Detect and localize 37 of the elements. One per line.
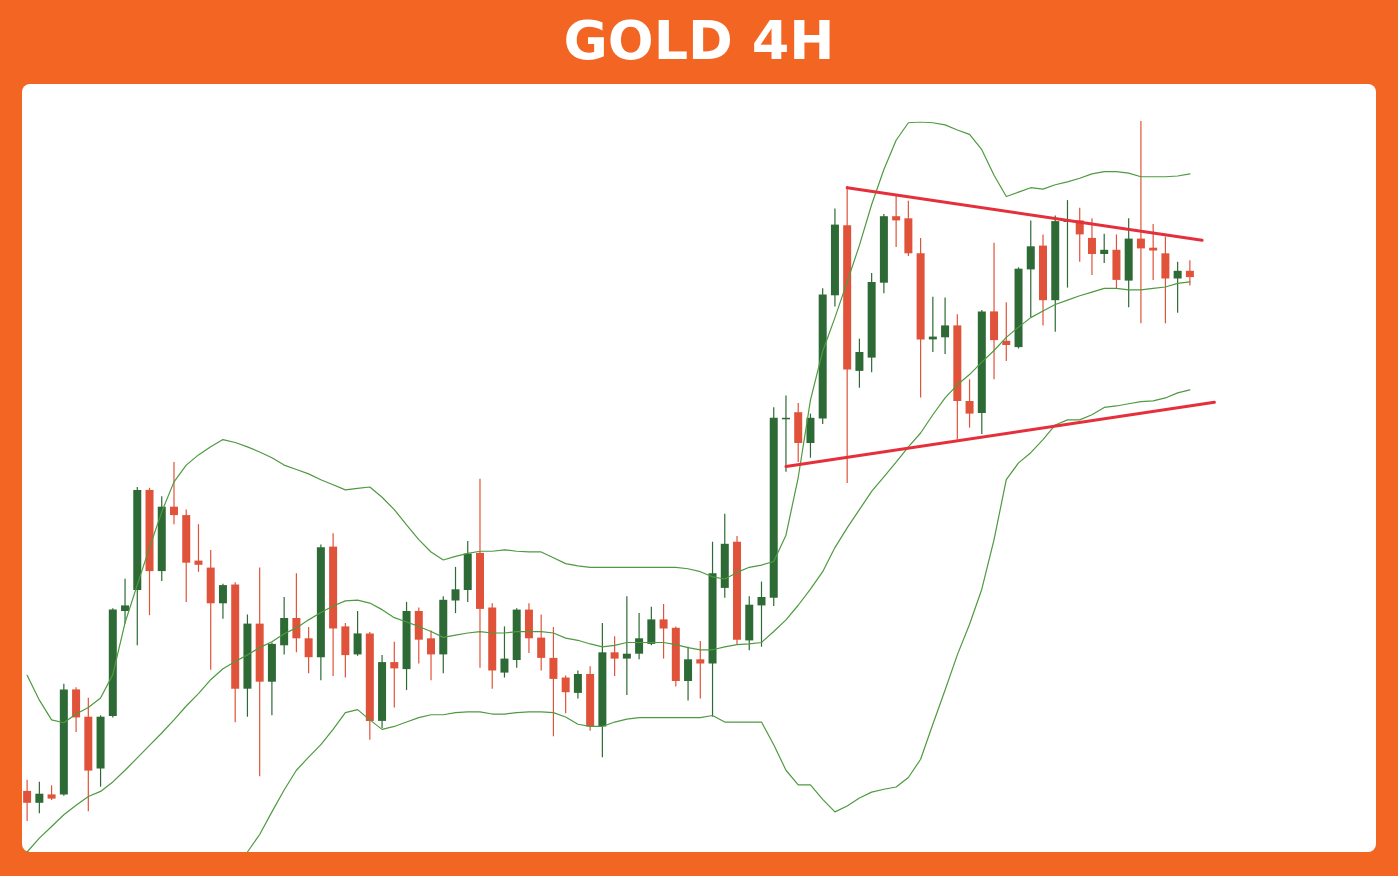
candlestick bbox=[1149, 223, 1158, 281]
candlestick bbox=[1100, 233, 1109, 264]
candlestick bbox=[1136, 120, 1145, 324]
candlestick bbox=[451, 566, 460, 614]
chart-title: GOLD 4H bbox=[563, 8, 835, 72]
candlestick bbox=[353, 610, 362, 657]
candlestick bbox=[304, 626, 313, 674]
candlestick bbox=[537, 613, 546, 672]
candlestick bbox=[1173, 261, 1182, 314]
candlestick bbox=[696, 640, 705, 700]
candlestick bbox=[965, 378, 974, 429]
candlestick bbox=[35, 781, 44, 814]
candlestick bbox=[500, 625, 509, 679]
candlestick bbox=[684, 646, 693, 702]
candlestick bbox=[1002, 301, 1011, 362]
candlestick bbox=[218, 583, 227, 620]
candlestick bbox=[941, 296, 950, 355]
candlestick bbox=[573, 669, 582, 700]
candlestick bbox=[292, 572, 301, 653]
candlestick bbox=[121, 578, 130, 625]
candlestick bbox=[169, 461, 178, 525]
candlestick bbox=[561, 674, 570, 714]
candlestick bbox=[622, 595, 631, 696]
candlestick bbox=[610, 635, 619, 677]
candlestick bbox=[1185, 259, 1194, 287]
candlestick bbox=[1087, 217, 1096, 276]
candlestick bbox=[23, 779, 32, 822]
candlestick bbox=[892, 194, 901, 248]
candlestick bbox=[659, 603, 668, 660]
candlestick bbox=[757, 581, 766, 648]
candlestick bbox=[1026, 219, 1035, 318]
candlestick bbox=[855, 338, 864, 389]
candlestick bbox=[635, 612, 644, 660]
candlestick bbox=[390, 641, 399, 709]
candlestick bbox=[194, 523, 203, 573]
candlestick bbox=[427, 630, 436, 681]
candlestick bbox=[549, 626, 558, 737]
